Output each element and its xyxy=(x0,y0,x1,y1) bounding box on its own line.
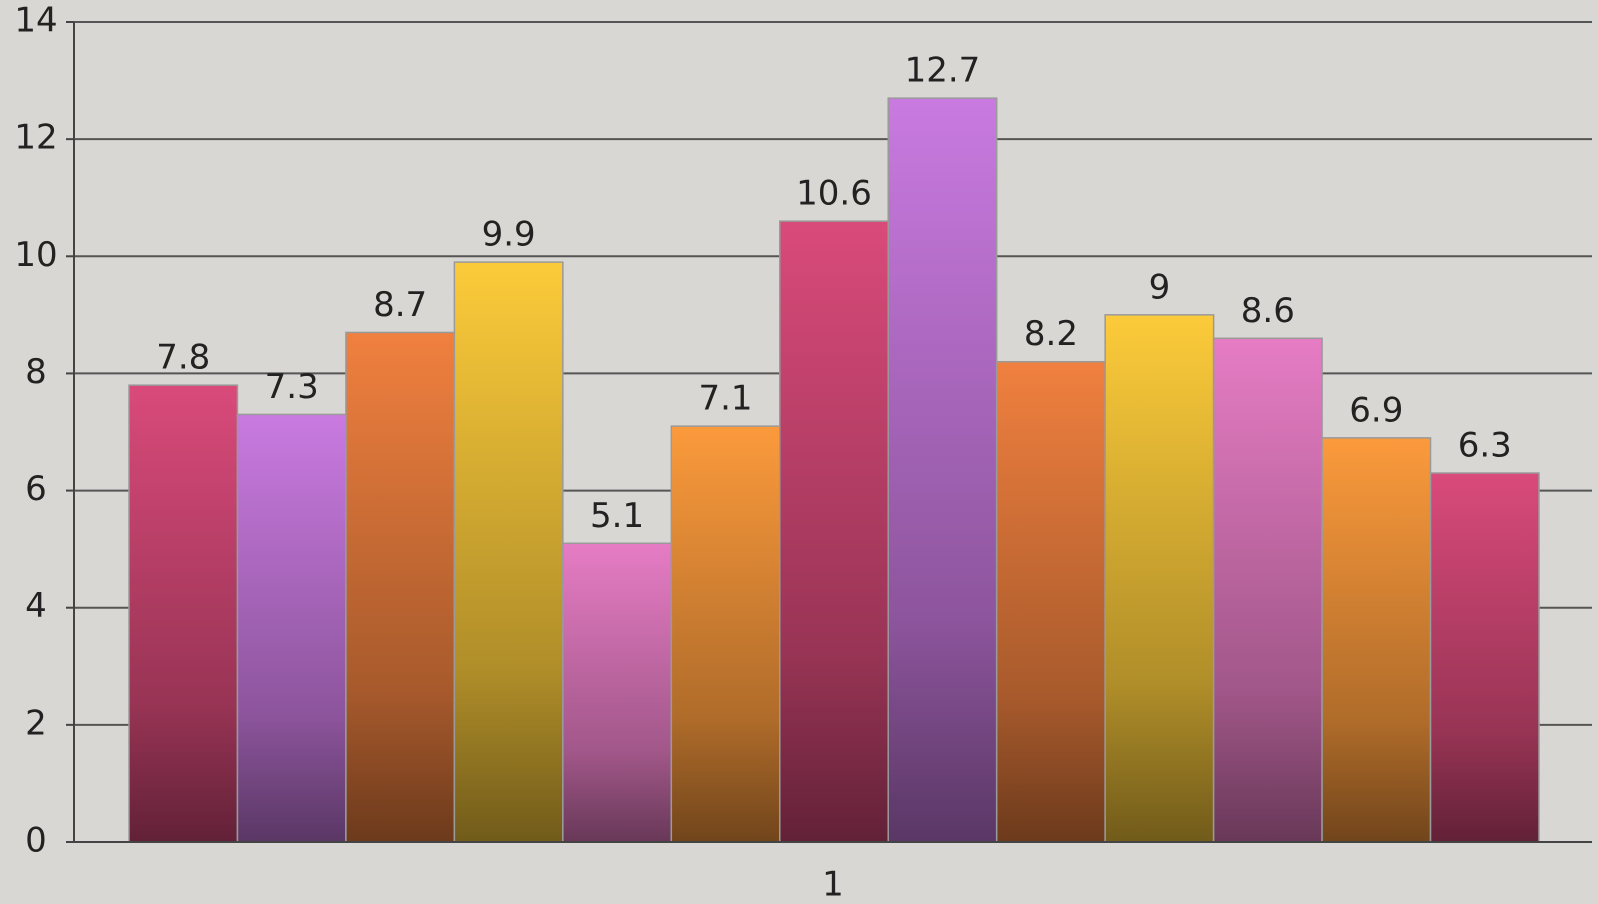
bar xyxy=(562,542,673,843)
value-label: 5.1 xyxy=(590,496,644,536)
bar xyxy=(345,331,456,843)
bar xyxy=(236,413,347,843)
y-tick-label: 6 xyxy=(25,469,47,509)
value-label: 6.9 xyxy=(1349,390,1403,430)
value-label: 10.6 xyxy=(796,174,872,214)
value-label: 7.8 xyxy=(156,338,210,378)
value-label: 8.7 xyxy=(373,285,427,325)
value-label: 12.7 xyxy=(905,51,981,91)
bar xyxy=(1104,314,1215,843)
bar xyxy=(779,220,889,843)
bar xyxy=(670,425,781,843)
value-label: 8.6 xyxy=(1241,291,1295,331)
value-label: 9.9 xyxy=(482,215,536,255)
bar xyxy=(453,261,564,843)
bar xyxy=(1429,472,1540,843)
y-tick-label: 12 xyxy=(14,118,57,158)
bar xyxy=(1212,337,1323,843)
bar xyxy=(128,384,239,843)
value-label: 9 xyxy=(1149,267,1171,307)
y-tick-label: 10 xyxy=(14,235,57,275)
value-label: 6.3 xyxy=(1458,426,1512,466)
y-tick-label: 8 xyxy=(25,352,47,392)
value-label: 7.1 xyxy=(698,379,752,419)
x-tick-label: 1 xyxy=(822,865,844,904)
value-label: 8.2 xyxy=(1024,314,1078,354)
value-label: 7.3 xyxy=(265,367,319,407)
y-tick-label: 4 xyxy=(25,586,47,626)
bar xyxy=(887,97,998,843)
y-tick-label: 0 xyxy=(25,821,47,861)
y-tick-label: 2 xyxy=(25,703,47,743)
y-tick-label: 14 xyxy=(14,1,57,41)
bar xyxy=(995,360,1106,843)
bar xyxy=(1321,437,1432,843)
